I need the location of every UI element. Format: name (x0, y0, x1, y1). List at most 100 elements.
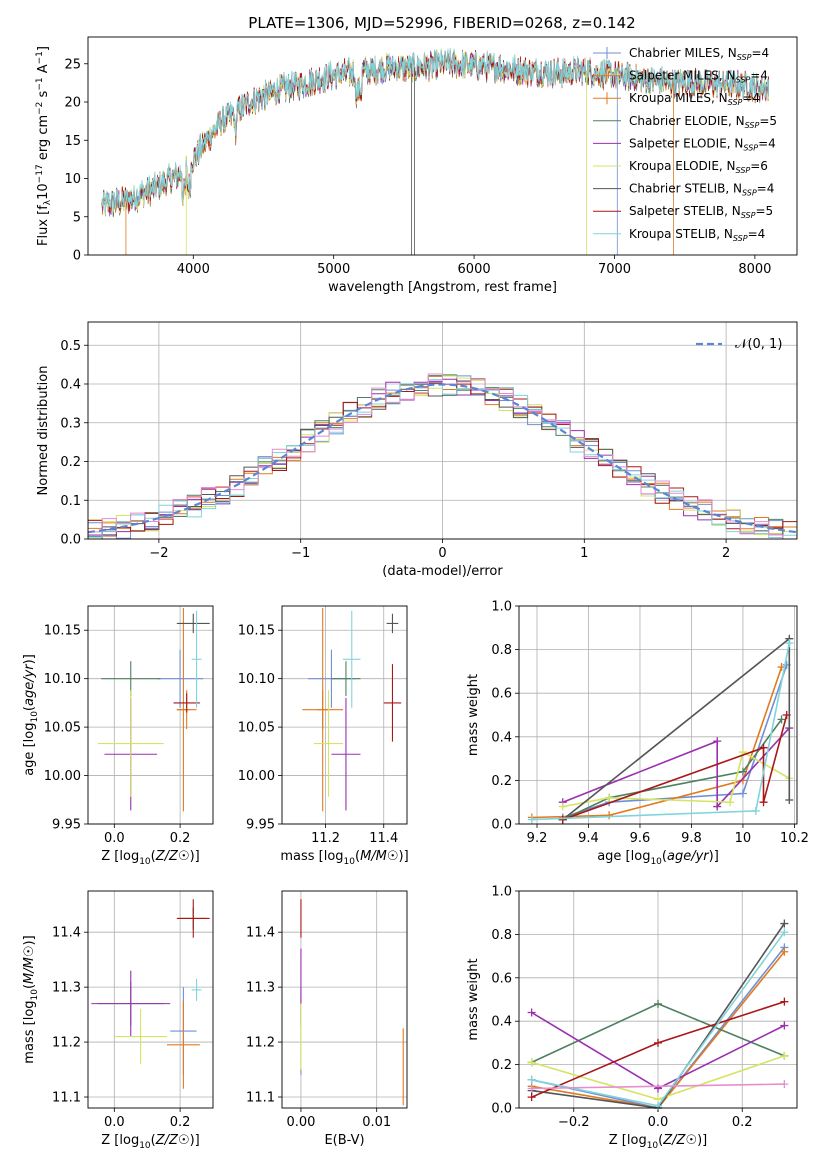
panel-age-vs-Z: 0.0 0.2 9.95 10.00 10.05 10.10 10.15 Z [log10(Z… (22, 605, 214, 867)
weight-marker-kroupa_stelib (780, 928, 789, 937)
weight-line-chabrier_miles (562, 664, 788, 819)
weight-marker-salpeter_stelib (558, 815, 567, 824)
y-tick-label: 0.8 (491, 643, 512, 658)
weight-marker-chabrier_stelib (780, 919, 789, 928)
weight-marker-salpeter_miles (780, 947, 789, 956)
y-axis-label: age [log10(age/yr)] (22, 654, 40, 776)
axes-frame (518, 890, 798, 1109)
y-tick-label: 10.00 (44, 769, 81, 784)
weight-marker-kroupa_stelib (654, 1101, 662, 1110)
y-axis-label: Normed distribution (36, 366, 51, 496)
weight-marker-kroupa_elodie (780, 1051, 789, 1060)
x-tick-label: 7000 (598, 262, 631, 277)
y-axis-label: mass [log10(M/M☉)] (22, 935, 40, 1063)
y-tick-label: 10.05 (238, 721, 275, 736)
x-tick-label: 11.2 (311, 831, 340, 846)
weight-marker-kroupa_elodie (558, 802, 567, 811)
axes-frame (518, 605, 798, 825)
x-tick-label: 9.6 (630, 831, 651, 846)
x-tick-label: 9.4 (578, 831, 599, 846)
y-tick-label: 11.3 (246, 981, 275, 996)
histogram-pink (88, 373, 797, 539)
y-tick-label: 0.0 (60, 533, 81, 548)
x-tick-label: 2 (722, 546, 730, 561)
legend-entry: Kroupa MILES, NSSP=4 (629, 91, 760, 107)
x-tick-label: −1 (291, 546, 310, 561)
y-tick-label: 9.95 (52, 818, 81, 833)
y-axis-label: Flux [fλ10−17 erg cm−2 s−1 A−1] (35, 46, 53, 246)
y-tick-label: 0.4 (60, 378, 81, 393)
axes-frame (87, 605, 214, 825)
x-tick-label: 9.8 (681, 831, 702, 846)
y-tick-label: 0.0 (491, 1102, 512, 1117)
weight-marker-pink (527, 1084, 536, 1093)
legend-entry: Salpeter MILES, NSSP=4 (629, 69, 768, 85)
y-tick-label: 10 (64, 172, 81, 187)
y-tick-label: 10.00 (238, 769, 275, 784)
y-tick-label: 11.1 (246, 1091, 275, 1106)
x-tick-label: 8000 (738, 262, 771, 277)
x-tick-label: 10 (735, 831, 752, 846)
y-tick-label: 0.1 (60, 494, 81, 509)
weight-marker-kroupa_stelib (527, 815, 536, 824)
x-tick-label: −2 (149, 546, 168, 561)
y-tick-label: 10.10 (44, 672, 81, 687)
weight-marker-salpeter_elodie (780, 1021, 789, 1030)
y-tick-label: 0.8 (491, 928, 512, 943)
weight-line-chabrier_stelib (562, 637, 791, 821)
figure-title: PLATE=1306, MJD=52996, FIBERID=0268, z=0… (248, 14, 635, 32)
x-tick-label: 11.4 (369, 831, 398, 846)
weight-marker-kroupa_stelib (751, 806, 760, 815)
panel-age-vs-mass: 11.2 11.4 9.95 10.00 10.05 10.10 10.15 mass [lo… (238, 605, 409, 867)
x-axis-label: wavelength [Angstrom, rest frame] (328, 280, 557, 295)
axes-frame (281, 890, 408, 1109)
x-axis-label: Z [log10(Z/Z☉)] (101, 1133, 200, 1151)
histogram-chabrier_elodie (88, 374, 797, 539)
weight-marker-chabrier_elodie (777, 715, 786, 724)
panels: 4000 5000 6000 7000 80000510152025wavelength… (22, 36, 809, 1151)
weight-line-chabrier_elodie (562, 718, 783, 821)
axes-frame (87, 36, 798, 256)
legend-entry: Chabrier ELODIE, NSSP=5 (629, 114, 777, 130)
panel-mass-vs-Z: 0.0 0.2 11.1 11.2 11.3 11.4 Z [log10(Z/Z☉)] mas… (22, 890, 214, 1151)
y-tick-label: 15 (64, 134, 81, 149)
panel-mass-vs-EBV: 0.00 0.01 11.1 11.2 11.3 11.4 E(B-V) (246, 890, 408, 1148)
x-axis-label: Z [log10(Z/Z☉)] (609, 1133, 708, 1151)
x-tick-label: 6000 (458, 262, 491, 277)
x-tick-label: 1 (580, 546, 588, 561)
x-tick-label: 0.2 (170, 831, 191, 846)
weight-marker-chabrier_stelib (785, 796, 794, 805)
legend-entry: Chabrier STELIB, NSSP=4 (629, 182, 774, 198)
weight-marker-salpeter_stelib (782, 711, 791, 719)
weight-marker-salpeter_stelib (780, 997, 789, 1006)
weight-marker-salpeter_stelib (654, 1038, 662, 1047)
y-tick-label: 0.5 (60, 339, 81, 354)
legend-entry: Salpeter STELIB, NSSP=5 (629, 204, 773, 220)
y-tick-label: 20 (64, 96, 81, 111)
y-tick-label: 0.4 (491, 730, 512, 745)
x-axis-label: (data-model)/error (382, 564, 503, 579)
y-tick-label: 25 (64, 57, 81, 72)
y-tick-label: 0.2 (491, 774, 512, 789)
axes-frame (87, 321, 798, 540)
weight-line-pink (531, 1083, 785, 1090)
y-axis-label: mass weight (466, 674, 481, 756)
legend-entry: Kroupa ELODIE, NSSP=6 (629, 159, 768, 175)
y-tick-label: 0.2 (60, 455, 81, 470)
x-axis-label: age [log10(age/yr)] (597, 849, 719, 867)
panel-spectrum: 4000 5000 6000 7000 8000 0 5 10 15 20 25 wavelength… (35, 36, 798, 295)
spectrum-kroupa_stelib (101, 47, 769, 216)
legend-entry: Kroupa STELIB, NSSP=4 (629, 227, 765, 243)
y-tick-label: 11.2 (246, 1036, 275, 1051)
weight-line-salpeter_elodie (562, 727, 790, 809)
y-tick-label: 0 (73, 249, 81, 264)
y-tick-label: 10.15 (44, 624, 81, 639)
y-tick-label: 1.0 (491, 600, 512, 615)
weight-marker-salpeter_elodie (527, 1008, 536, 1017)
y-tick-label: 11.2 (52, 1036, 81, 1051)
axes-frame (87, 890, 214, 1109)
x-tick-label: 0 (438, 546, 446, 561)
legend-entry: Chabrier MILES, NSSP=4 (629, 46, 769, 62)
x-axis-label: mass [log10(M/M☉)] (280, 849, 408, 867)
y-tick-label: 11.4 (52, 926, 81, 941)
